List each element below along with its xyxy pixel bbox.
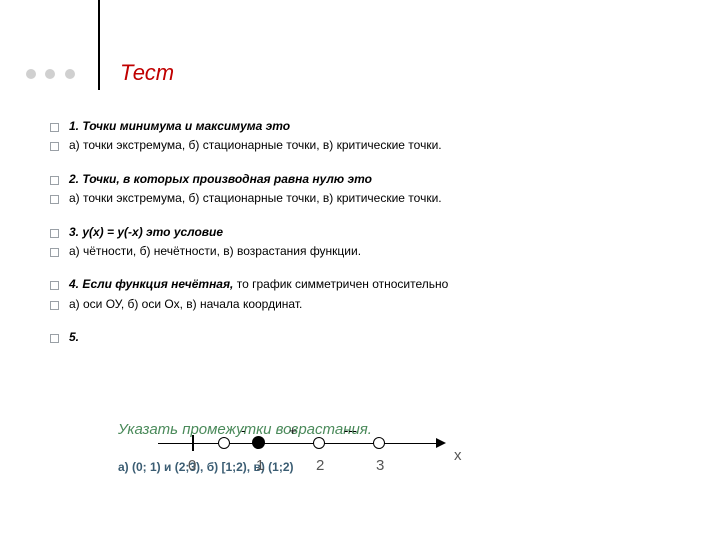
bullet-icon [50, 248, 59, 257]
open-point [218, 437, 230, 449]
bullet-icon [50, 195, 59, 204]
bullet-icon [50, 123, 59, 132]
q3-prompt: 3. у(х) = у(-х) это условие [69, 225, 223, 239]
list-item: 1. Точки минимума и максимума это [50, 118, 690, 135]
body: 1. Точки минимума и максимума это а) точ… [50, 118, 690, 489]
bullet-icon [50, 334, 59, 343]
filled-point-1 [252, 436, 265, 449]
bullet-icon [50, 281, 59, 290]
open-point-3 [373, 437, 385, 449]
nav-dot [65, 69, 75, 79]
list-item: а) чётности, б) нечётности, в) возрастан… [50, 243, 690, 260]
sign-minus: - [241, 423, 245, 438]
list-item: 3. у(х) = у(-х) это условие [50, 224, 690, 241]
q1-options: а) точки экстремума, б) стационарные точ… [69, 137, 690, 154]
q4-prompt-plain: то график симметричен относительно [233, 277, 448, 291]
sign-minus-dashes: --- [344, 423, 357, 438]
bullet-icon [50, 142, 59, 151]
nav-dots [26, 68, 81, 82]
axis-name: х [454, 447, 462, 464]
slide: Тест 1. Точки минимума и максимума это а… [0, 0, 720, 540]
q3-options: а) чётности, б) нечётности, в) возрастан… [69, 243, 690, 260]
bullet-icon [50, 229, 59, 238]
q5-num: 5. [69, 330, 79, 344]
q2-prompt: 2. Точки, в которых производная равна ну… [69, 172, 372, 186]
axis-label-1: 1 [256, 457, 264, 474]
q4-prompt-it: 4. Если функция нечётная, [69, 277, 233, 291]
list-item: 5. [50, 329, 690, 346]
q5-options: а) (0; 1) и (2;3), б) [1;2), в) (1;2) [118, 460, 690, 474]
title-rule [98, 0, 100, 90]
list-item: а) точки экстремума, б) стационарные точ… [50, 137, 690, 154]
q1-prompt: 1. Точки минимума и максимума это [69, 119, 290, 133]
list-item: а) оси ОУ, б) оси Ох, в) начала координа… [50, 296, 690, 313]
page-title: Тест [120, 60, 174, 86]
list-item: 4. Если функция нечётная, то график симм… [50, 276, 690, 293]
bullet-icon [50, 176, 59, 185]
axis-label-2: 2 [316, 457, 324, 474]
list-item: а) точки экстремума, б) стационарные точ… [50, 190, 690, 207]
axis-line [158, 443, 438, 445]
nav-dot [26, 69, 36, 79]
arrow-right-icon [436, 438, 446, 448]
axis-label-3: 3 [376, 457, 384, 474]
number-line-figure: 0 1 2 3 - + --- х Указать промежутки воз… [68, 421, 690, 489]
axis-label-0: 0 [188, 457, 196, 474]
nav-dot [45, 69, 55, 79]
sign-plus: + [289, 423, 297, 438]
q2-options: а) точки экстремума, б) стационарные точ… [69, 190, 690, 207]
bullet-icon [50, 301, 59, 310]
open-point-2 [313, 437, 325, 449]
q5-instruction: Указать промежутки возрастания. [118, 421, 690, 438]
list-item: 2. Точки, в которых производная равна ну… [50, 171, 690, 188]
tick-0 [192, 435, 194, 451]
q4-options: а) оси ОУ, б) оси Ох, в) начала координа… [69, 296, 690, 313]
